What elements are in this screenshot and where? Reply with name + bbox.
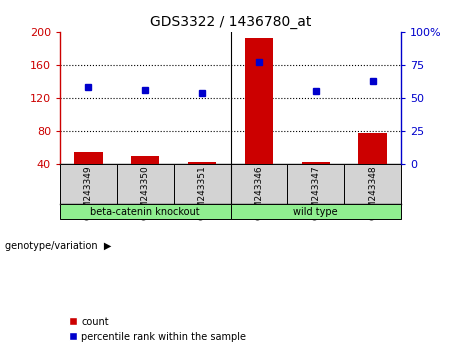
Text: wild type: wild type: [294, 206, 338, 217]
Title: GDS3322 / 1436780_at: GDS3322 / 1436780_at: [150, 16, 311, 29]
Bar: [60, 204, 230, 219]
Bar: [287, 164, 344, 204]
Bar: [74, 152, 102, 164]
Text: GSM243346: GSM243346: [254, 165, 263, 220]
Bar: [358, 133, 387, 164]
Bar: [188, 162, 216, 164]
Text: GSM243347: GSM243347: [311, 165, 320, 220]
Bar: [117, 164, 174, 204]
Bar: [230, 164, 287, 204]
Text: genotype/variation  ▶: genotype/variation ▶: [5, 241, 111, 251]
Bar: [131, 156, 160, 164]
Text: GSM243348: GSM243348: [368, 165, 377, 220]
Text: GSM243351: GSM243351: [198, 165, 207, 220]
Text: GSM243349: GSM243349: [84, 165, 93, 220]
Bar: [245, 39, 273, 164]
Bar: [301, 162, 330, 164]
Bar: [344, 164, 401, 204]
Bar: [60, 164, 117, 204]
Bar: [230, 204, 401, 219]
Legend: count, percentile rank within the sample: count, percentile rank within the sample: [65, 313, 250, 346]
Bar: [174, 164, 230, 204]
Text: GSM243350: GSM243350: [141, 165, 150, 220]
Text: beta-catenin knockout: beta-catenin knockout: [90, 206, 200, 217]
